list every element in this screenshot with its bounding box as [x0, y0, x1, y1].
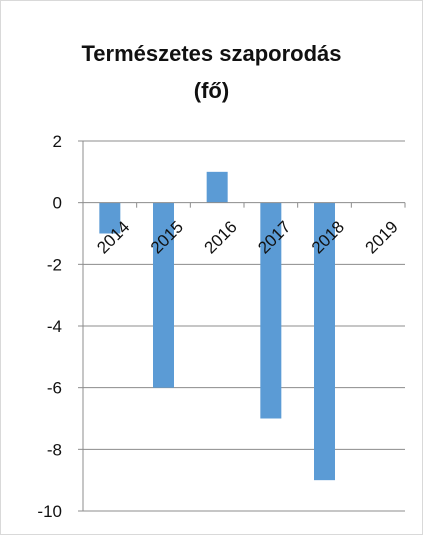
- x-tick-label-2016: 2016: [201, 217, 241, 257]
- y-tick-label: -2: [47, 255, 62, 274]
- axes: [78, 140, 406, 512]
- y-tick-label: -6: [47, 379, 62, 398]
- y-axis-tick-labels: 2 0 -2 -4 -6 -8 -10: [37, 132, 62, 521]
- x-axis-tick-labels: 2014 2015 2016 2017 2018 2019: [93, 217, 402, 257]
- y-tick-label: -10: [37, 502, 62, 521]
- bars: [99, 171, 335, 481]
- y-tick-label: -4: [47, 317, 62, 336]
- gridlines: [83, 140, 405, 512]
- x-tick-label-2019: 2019: [362, 217, 402, 257]
- y-tick-label: -8: [47, 440, 62, 459]
- bar-2016: [206, 171, 228, 203]
- bar-2014: [99, 202, 121, 234]
- y-tick-label: 2: [53, 132, 62, 151]
- chart-title-line-2: (fő): [193, 78, 230, 103]
- bar-2018: [314, 202, 335, 481]
- bar-2015: [153, 202, 174, 388]
- chart-title-line-1: Természetes szaporodás: [81, 41, 342, 66]
- y-tick-label: 0: [53, 194, 62, 213]
- x-tick-label-2014: 2014: [93, 217, 133, 257]
- bar-2017: [260, 202, 282, 419]
